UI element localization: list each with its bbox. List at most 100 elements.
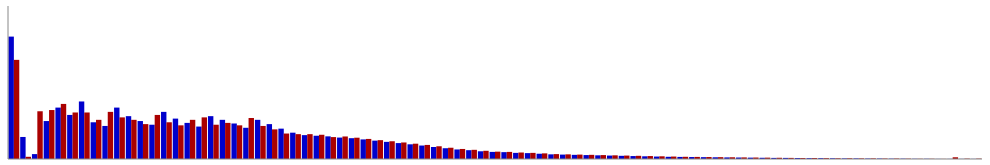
bar [537, 154, 542, 159]
bar [354, 138, 359, 159]
bar [349, 138, 354, 159]
bar [337, 138, 342, 159]
bar [67, 115, 72, 159]
bar [490, 152, 495, 159]
bar [565, 154, 570, 159]
bar [466, 150, 471, 159]
bar [44, 121, 49, 159]
bar [91, 122, 96, 159]
bar [302, 135, 307, 159]
bar [37, 111, 42, 159]
bar [454, 149, 459, 159]
bar [307, 134, 312, 159]
bar [378, 140, 383, 159]
bar [319, 135, 324, 159]
bar [143, 124, 148, 159]
bar [290, 133, 295, 159]
bars [8, 37, 981, 159]
bar [542, 153, 547, 159]
bar [472, 150, 477, 159]
bar [14, 60, 19, 159]
bar [572, 155, 577, 159]
bar [213, 125, 218, 159]
bar [495, 152, 500, 159]
y-axis-line [8, 6, 9, 159]
bar [560, 155, 565, 159]
bar [237, 125, 242, 159]
bar [436, 146, 441, 159]
bar [108, 112, 113, 159]
bar [431, 147, 436, 159]
bar [314, 136, 319, 159]
bar [396, 143, 401, 159]
bar [525, 153, 530, 159]
bar [478, 151, 483, 159]
bar [407, 144, 412, 159]
bar [443, 148, 448, 159]
bar [284, 134, 289, 159]
bar [624, 156, 629, 159]
bar [161, 112, 166, 159]
bar [102, 126, 107, 159]
bar [8, 37, 13, 159]
bar [196, 127, 201, 159]
bar [595, 155, 600, 159]
bar [372, 141, 377, 159]
bar [548, 154, 553, 159]
bar [126, 116, 131, 159]
bar [202, 117, 207, 159]
bar [366, 139, 371, 159]
bar [501, 152, 506, 159]
bar [231, 124, 236, 159]
bar [607, 156, 612, 159]
bar [361, 139, 366, 159]
bar [55, 108, 60, 159]
bar [589, 155, 594, 159]
bar [460, 149, 465, 159]
bar [96, 120, 101, 159]
bar [331, 137, 336, 159]
bar [61, 104, 66, 159]
bar [272, 129, 277, 159]
bar [513, 153, 518, 159]
bar [384, 142, 389, 159]
bar [184, 123, 189, 159]
bar [260, 126, 265, 159]
bar [389, 141, 394, 159]
x-axis-line [8, 159, 982, 160]
bar [425, 145, 430, 159]
bar [413, 144, 418, 159]
bar [601, 155, 606, 159]
bar [401, 142, 406, 159]
bar [155, 115, 160, 159]
bar [149, 125, 154, 159]
bar [612, 155, 617, 159]
bar [73, 112, 78, 159]
bar [296, 134, 301, 159]
bar [342, 136, 347, 159]
bar [225, 123, 230, 159]
bar [278, 129, 283, 159]
bar [249, 118, 254, 159]
bar [507, 152, 512, 159]
bar [84, 112, 89, 159]
bar [20, 137, 25, 159]
bar [32, 154, 37, 159]
bar [131, 120, 136, 159]
bar [178, 125, 183, 159]
bar [419, 146, 424, 159]
bar [530, 153, 535, 159]
bar [49, 110, 54, 159]
bar [114, 108, 119, 159]
bar [190, 120, 195, 159]
bar [255, 120, 260, 159]
bar [220, 120, 225, 159]
bar [243, 128, 248, 159]
bar [138, 121, 143, 159]
bar [554, 154, 559, 159]
bar [267, 124, 272, 159]
chart [0, 0, 990, 165]
bar [325, 136, 330, 159]
bar [518, 153, 523, 159]
bar [79, 101, 84, 159]
